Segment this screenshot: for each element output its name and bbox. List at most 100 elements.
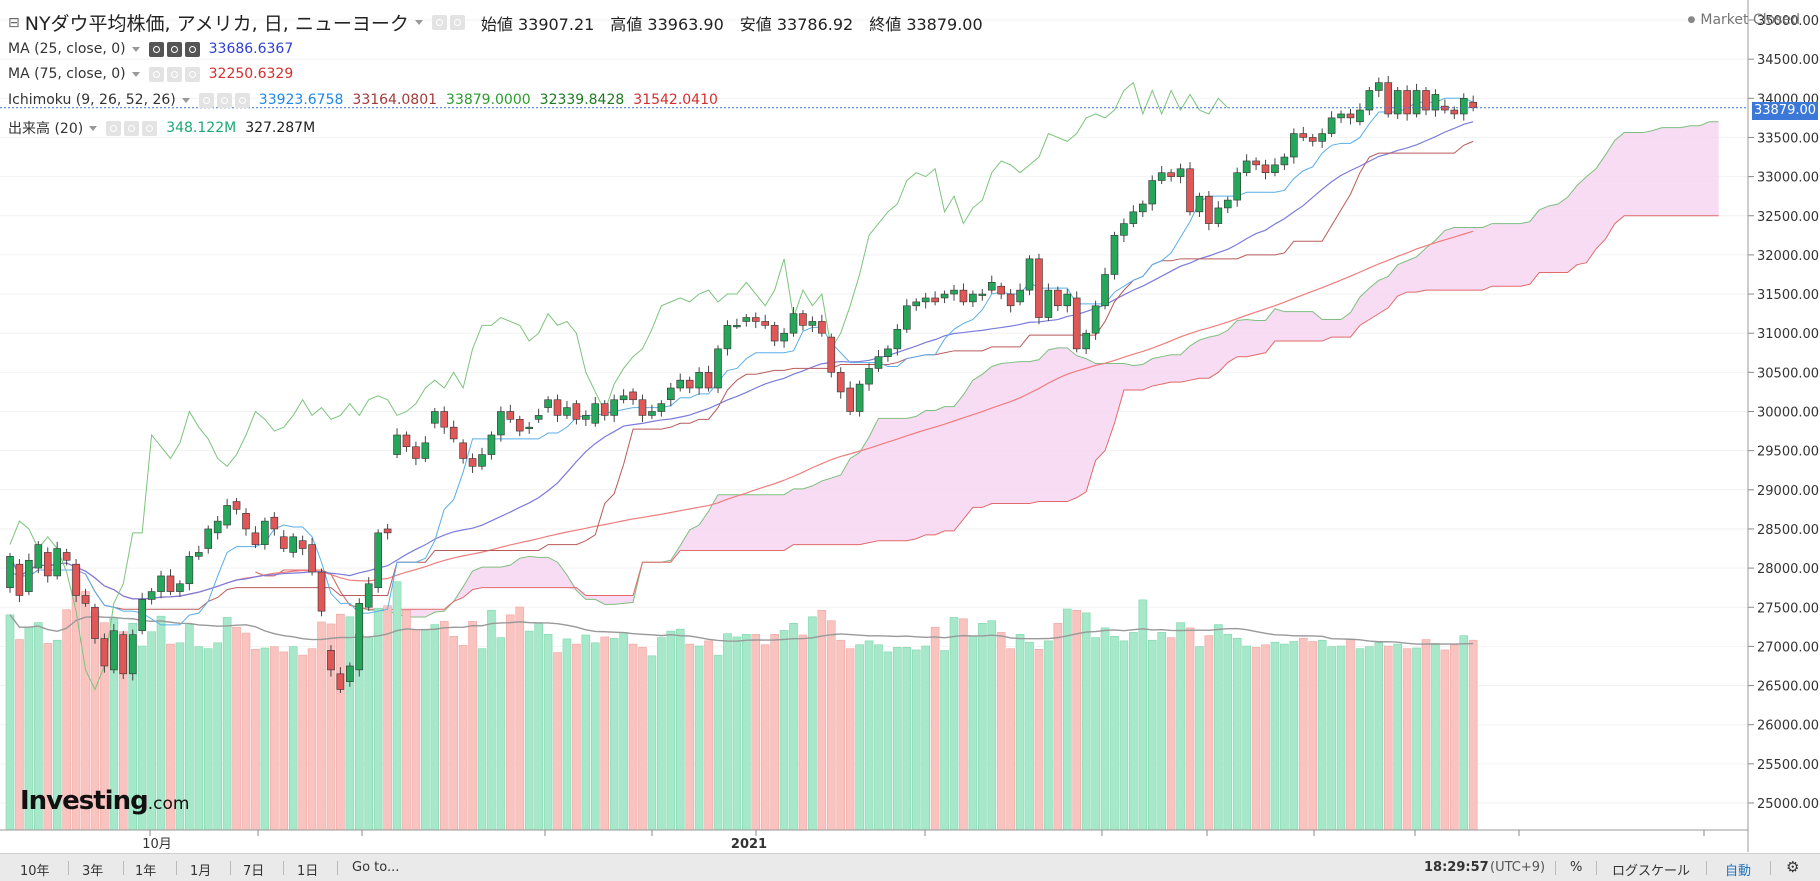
- ichimoku-visibility-icon[interactable]: [198, 92, 214, 108]
- volume-bar: [430, 624, 440, 831]
- candle-down: [1450, 109, 1459, 115]
- volume-bar: [411, 629, 421, 831]
- candle-down: [308, 544, 316, 573]
- divider: [1706, 861, 1707, 875]
- volume-ma-line: [9, 614, 1474, 645]
- settings-icon[interactable]: [449, 15, 465, 30]
- candle-up: [110, 630, 118, 671]
- log-scale-button[interactable]: ログスケール: [1612, 864, 1691, 879]
- candle-up: [1375, 82, 1383, 91]
- candle-down: [1346, 113, 1355, 119]
- price-tick-label: 28000.00: [1757, 562, 1819, 577]
- range-1m-button[interactable]: 1月: [190, 864, 212, 879]
- volume-bar: [836, 639, 846, 831]
- ma75-settings-icon[interactable]: [166, 66, 182, 82]
- candle-down: [997, 285, 1006, 295]
- price-tick-label: 31000.00: [1757, 327, 1819, 342]
- volume-settings-icon[interactable]: [124, 120, 140, 136]
- ichimoku-span-b-value: 31542.0410: [633, 92, 718, 108]
- volume-bar: [902, 647, 912, 831]
- volume-bar: [336, 613, 345, 831]
- range-1d-button[interactable]: 1日: [297, 864, 319, 879]
- ichimoku-settings-icon[interactable]: [216, 92, 232, 108]
- auto-scale-button[interactable]: 自動: [1725, 864, 1752, 879]
- candle-down: [166, 575, 175, 592]
- ma25-visibility-icon[interactable]: [148, 41, 164, 57]
- chart-title-row: ⊟ NYダウ平均株価, アメリカ, 日, ニューヨーク 始値 33907.21 …: [8, 9, 983, 36]
- candle-down: [818, 321, 826, 334]
- ma75-visibility-icon[interactable]: [148, 66, 164, 82]
- volume-bar: [260, 647, 270, 831]
- volume-bar: [864, 640, 874, 831]
- volume-dropdown-icon[interactable]: [89, 125, 98, 131]
- candle-up: [478, 454, 486, 467]
- goto-button[interactable]: Go to...: [352, 860, 400, 875]
- candle-up: [157, 575, 165, 592]
- volume-bar: [732, 636, 742, 831]
- volume-bar: [562, 638, 572, 831]
- volume-bar: [1110, 635, 1119, 831]
- divider: [68, 861, 69, 875]
- candle-down: [553, 399, 562, 416]
- ma25-settings-icon[interactable]: [166, 41, 182, 57]
- volume-avg-value: 327.287M: [245, 120, 316, 136]
- candle-down: [1054, 289, 1062, 307]
- volume-bar: [307, 648, 317, 831]
- ichimoku-dropdown-icon[interactable]: [181, 97, 190, 103]
- volume-bar: [600, 636, 610, 831]
- candle-up: [534, 415, 543, 420]
- ma25-dropdown-icon[interactable]: [131, 46, 140, 52]
- ma25-close-icon[interactable]: [184, 41, 200, 57]
- ma25-label[interactable]: MA (25, close, 0): [8, 41, 126, 57]
- volume-visibility-icon[interactable]: [106, 120, 122, 136]
- ma75-label[interactable]: MA (75, close, 0): [8, 66, 126, 82]
- candle-up: [185, 556, 194, 585]
- ma75-close-icon[interactable]: [184, 66, 200, 82]
- indicator-lines: [9, 81, 1474, 691]
- span-b-line: [255, 215, 1719, 610]
- volume-bar: [751, 634, 761, 831]
- volume-bar: [1242, 645, 1251, 831]
- legend-ichimoku: Ichimoku (9, 26, 52, 26) 33923.6758 3316…: [8, 92, 718, 108]
- candle-up: [1242, 160, 1251, 173]
- collapse-icon[interactable]: ⊟: [8, 14, 20, 31]
- candle-up: [1157, 172, 1166, 181]
- divider: [176, 861, 177, 875]
- ma75-dropdown-icon[interactable]: [131, 71, 140, 77]
- candle-up: [34, 544, 43, 569]
- price-chart[interactable]: 25000.00 25500.00 26000.00 26500.00 27000.00…: [0, 0, 1820, 852]
- candle-up: [213, 520, 222, 534]
- volume-bar: [5, 614, 15, 831]
- candle-up: [789, 313, 798, 334]
- candle-down: [72, 563, 80, 596]
- title-dropdown-icon[interactable]: [414, 20, 423, 25]
- range-3y-button[interactable]: 3年: [82, 864, 104, 879]
- ichimoku-label[interactable]: Ichimoku (9, 26, 52, 26): [8, 92, 176, 108]
- chart-title[interactable]: NYダウ平均株価, アメリカ, 日, ニューヨーク: [24, 13, 409, 35]
- volume-bar: [581, 634, 591, 831]
- range-7d-button[interactable]: 7日: [243, 864, 265, 879]
- timezone-label[interactable]: (UTC+9): [1490, 860, 1546, 875]
- candle-up: [497, 411, 505, 436]
- volume-close-icon[interactable]: [142, 120, 158, 136]
- candle-up: [893, 328, 902, 350]
- range-10y-button[interactable]: 10年: [20, 864, 50, 879]
- price-axis: 25000.00 25500.00 26000.00 26500.00 27000.00…: [0, 0, 1819, 852]
- candle-up: [610, 399, 618, 416]
- volume-bar: [1214, 624, 1223, 831]
- candle-down: [1035, 258, 1043, 318]
- visibility-icon[interactable]: [431, 15, 447, 30]
- gear-icon[interactable]: ⚙: [1786, 858, 1800, 876]
- candle-up: [1016, 289, 1024, 303]
- candle-up: [1233, 172, 1241, 201]
- volume-bar: [1119, 640, 1129, 831]
- ichimoku-close-icon[interactable]: [234, 92, 250, 108]
- candle-up: [374, 532, 382, 588]
- volume-bar: [826, 620, 836, 831]
- candle-down: [685, 379, 694, 389]
- price-tick-label: 31500.00: [1757, 288, 1819, 303]
- volume-label[interactable]: 出来高 (20): [8, 121, 84, 137]
- close-value: 33879.00: [906, 14, 983, 34]
- range-1y-button[interactable]: 1年: [135, 864, 157, 879]
- percent-scale-button[interactable]: %: [1570, 860, 1583, 875]
